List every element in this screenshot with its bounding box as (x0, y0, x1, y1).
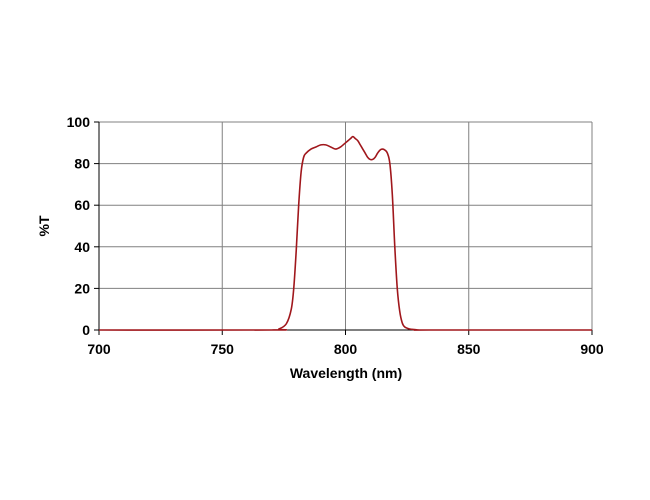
x-tick-label: 750 (211, 341, 235, 357)
transmission-curve (98, 135, 592, 331)
grid (99, 121, 593, 330)
y-tick-label: 60 (74, 197, 90, 213)
y-tick-label: 20 (74, 280, 90, 296)
tick-labels: 700 750 800 850 900 0 20 40 60 80 100 (67, 114, 604, 357)
x-axis-label: Wavelength (nm) (290, 365, 402, 381)
y-tick-label: 40 (74, 239, 90, 255)
x-tick-label: 800 (334, 341, 358, 357)
axes (94, 121, 593, 335)
x-tick-label: 850 (457, 341, 481, 357)
y-axis-label: %T (36, 215, 52, 236)
y-tick-label: 0 (82, 322, 90, 338)
series-layer (98, 135, 592, 331)
y-tick-label: 80 (74, 156, 90, 172)
y-tick-label: 100 (67, 114, 91, 130)
x-tick-label: 700 (87, 341, 111, 357)
x-tick-label: 900 (580, 341, 604, 357)
